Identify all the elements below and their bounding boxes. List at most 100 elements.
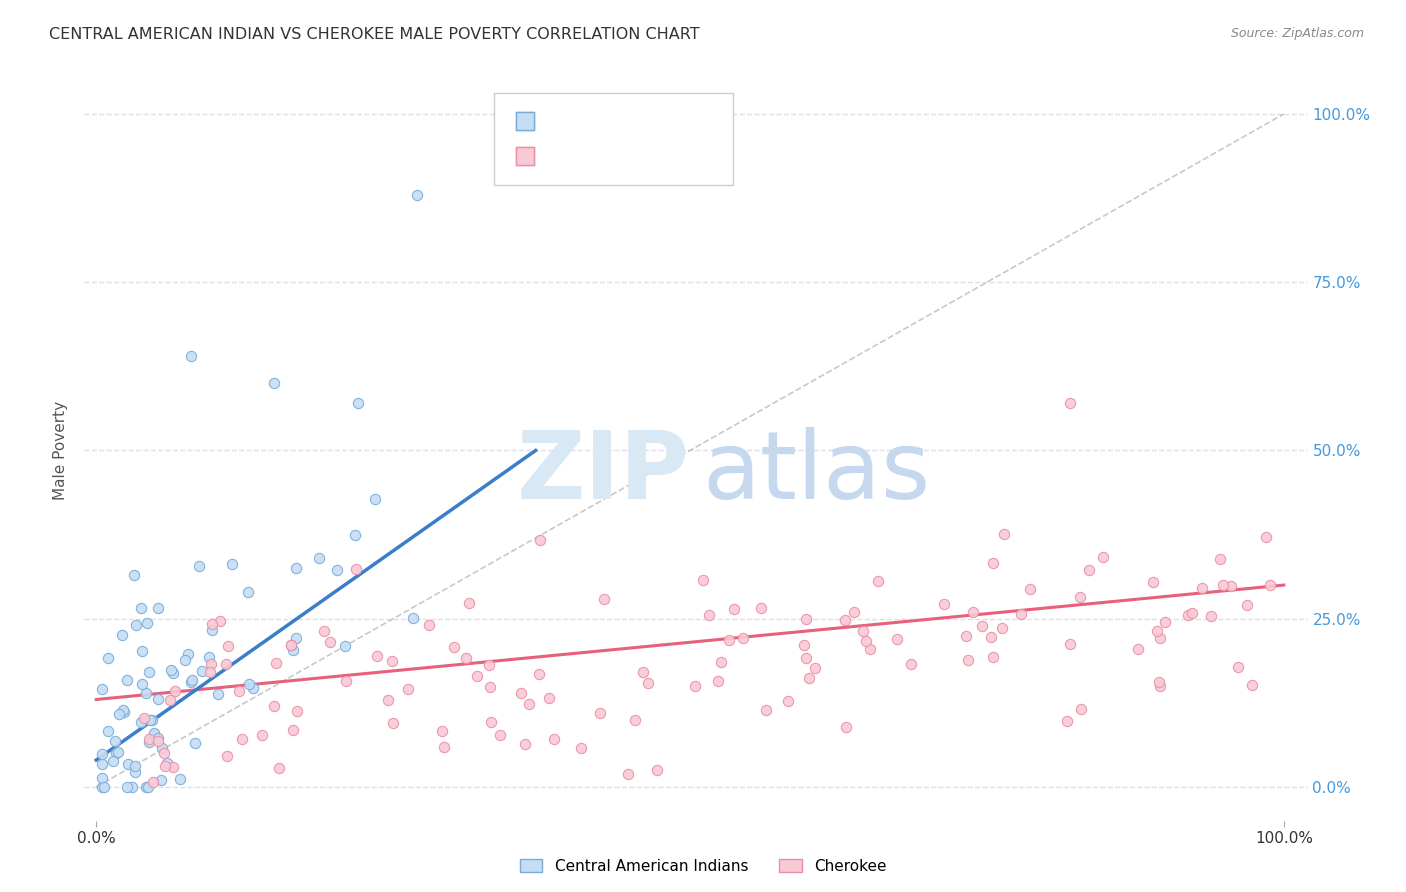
Point <box>1220 579 1243 593</box>
Point <box>510 686 533 700</box>
Point <box>281 723 304 737</box>
Point <box>150 741 173 756</box>
Point <box>93 780 115 794</box>
Point <box>156 756 179 771</box>
Point <box>283 643 305 657</box>
Point <box>382 716 405 731</box>
Point <box>200 616 222 631</box>
Point <box>377 693 399 707</box>
Point <box>107 706 129 721</box>
Point <box>515 737 537 751</box>
Point <box>91 780 114 794</box>
Point <box>749 601 772 615</box>
Point <box>1126 642 1149 657</box>
Point <box>513 144 536 158</box>
Point <box>153 758 176 772</box>
Point <box>184 736 207 750</box>
Point <box>866 574 889 589</box>
Point <box>217 639 239 653</box>
Text: N =: N = <box>636 147 686 165</box>
Point <box>543 731 565 746</box>
Point <box>692 573 714 587</box>
Point <box>135 780 157 794</box>
Point <box>733 631 755 645</box>
Point <box>527 666 550 681</box>
Point <box>478 658 501 673</box>
Text: atlas: atlas <box>702 426 931 518</box>
Point <box>263 376 285 391</box>
Point <box>122 568 145 582</box>
Text: Source: ZipAtlas.com: Source: ZipAtlas.com <box>1230 27 1364 40</box>
Point <box>624 713 647 727</box>
Point <box>121 780 143 794</box>
Point <box>180 673 202 687</box>
Point <box>129 714 152 729</box>
Point <box>264 656 287 670</box>
Point <box>364 491 387 506</box>
Point <box>723 601 745 615</box>
Point <box>267 761 290 775</box>
Point <box>443 640 465 654</box>
Point <box>396 682 419 697</box>
Point <box>1199 608 1222 623</box>
Point <box>1177 607 1199 622</box>
Point <box>97 724 120 739</box>
Point <box>1059 637 1081 651</box>
Point <box>138 731 160 746</box>
Point <box>101 755 124 769</box>
Y-axis label: Male Poverty: Male Poverty <box>53 401 69 500</box>
Point <box>517 698 540 712</box>
Point <box>104 734 127 748</box>
Point <box>834 613 856 627</box>
Point <box>1070 702 1092 716</box>
Point <box>207 687 229 701</box>
Text: 74: 74 <box>678 112 706 130</box>
Point <box>197 649 219 664</box>
Point <box>886 632 908 646</box>
Point <box>142 774 165 789</box>
Point <box>105 746 128 760</box>
Point <box>124 765 146 780</box>
Point <box>138 665 160 680</box>
Point <box>593 592 616 607</box>
Point <box>124 758 146 772</box>
Point <box>1149 679 1171 693</box>
Point <box>529 533 551 547</box>
Point <box>112 703 135 717</box>
Point <box>162 666 184 681</box>
Point <box>707 673 730 688</box>
Point <box>1154 615 1177 629</box>
Point <box>198 665 221 679</box>
Point <box>335 639 357 653</box>
Point <box>284 631 307 645</box>
Point <box>1056 714 1078 728</box>
Point <box>804 661 827 675</box>
Point <box>538 691 561 706</box>
Point <box>135 686 157 700</box>
Point <box>1147 674 1170 689</box>
Point <box>710 656 733 670</box>
Point <box>114 705 136 719</box>
Point <box>139 714 162 728</box>
Point <box>478 680 501 694</box>
Point <box>344 562 367 576</box>
Text: R =: R = <box>547 112 586 130</box>
Point <box>91 771 114 785</box>
Point <box>335 673 357 688</box>
Point <box>1146 624 1168 639</box>
Point <box>97 651 120 665</box>
Point <box>314 624 336 638</box>
Point <box>177 647 200 661</box>
Point <box>955 629 977 643</box>
Point <box>326 563 349 577</box>
Text: 0.618: 0.618 <box>583 112 634 130</box>
Point <box>91 747 114 762</box>
Point <box>956 653 979 667</box>
Point <box>900 657 922 672</box>
Point <box>406 187 429 202</box>
FancyBboxPatch shape <box>494 93 733 186</box>
Point <box>631 665 654 679</box>
Point <box>242 681 264 696</box>
Point <box>138 734 160 748</box>
Point <box>1010 607 1032 622</box>
